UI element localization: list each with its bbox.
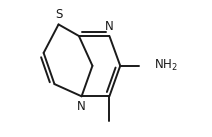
Text: NH$_2$: NH$_2$ bbox=[154, 58, 178, 73]
Text: S: S bbox=[55, 8, 62, 21]
Text: N: N bbox=[77, 100, 86, 113]
Text: N: N bbox=[105, 20, 114, 33]
